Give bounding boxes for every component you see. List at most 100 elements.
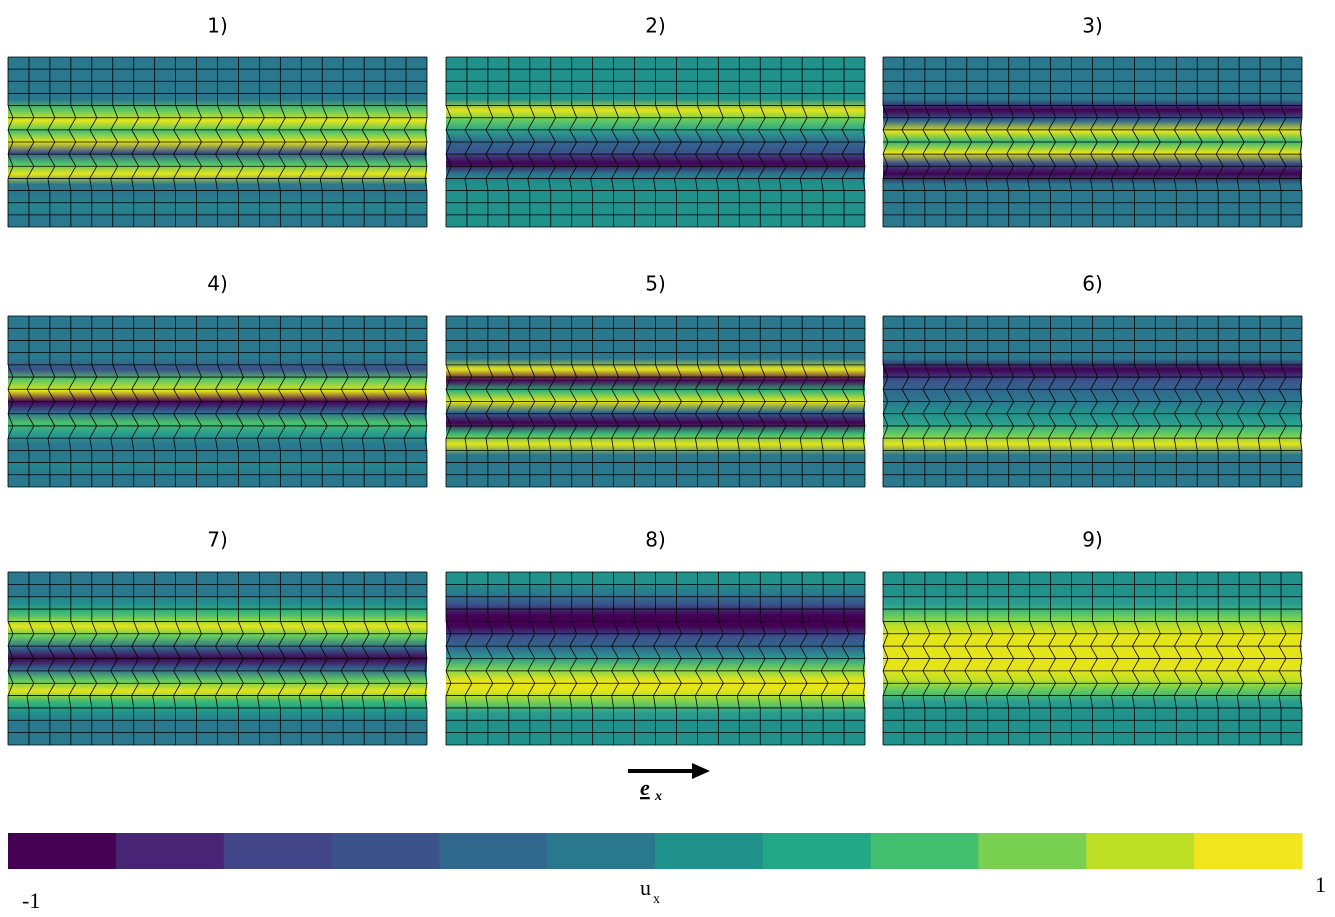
mesh-line xyxy=(506,57,515,227)
colorbar-segment xyxy=(223,833,332,869)
mesh-line xyxy=(298,57,307,227)
mesh-line xyxy=(1131,57,1140,227)
panel-label: 7) xyxy=(207,528,228,552)
mesh-line xyxy=(611,572,620,745)
arrow-label-sub: x xyxy=(654,789,662,804)
mesh-line xyxy=(1027,572,1036,745)
mesh-line xyxy=(882,316,889,487)
colorbar-segment xyxy=(655,833,764,869)
colorbar-min: -1 xyxy=(22,888,40,913)
mesh-line xyxy=(256,316,265,487)
mesh-line xyxy=(778,572,787,745)
mesh-line xyxy=(47,316,56,487)
mesh-line xyxy=(1048,57,1057,227)
mesh-line xyxy=(68,572,77,745)
mesh-line xyxy=(985,57,994,227)
mesh-line xyxy=(26,316,35,487)
mesh-line xyxy=(1048,572,1057,745)
mesh-line xyxy=(590,572,599,745)
mesh-line xyxy=(527,57,536,227)
mesh-line xyxy=(673,57,682,227)
panel-label: 2) xyxy=(645,14,666,38)
mesh-line xyxy=(152,316,161,487)
mesh-line xyxy=(340,316,349,487)
mesh-line xyxy=(1152,57,1161,227)
mesh-line xyxy=(694,57,703,227)
mesh-line xyxy=(215,316,223,487)
mesh-line xyxy=(1173,316,1182,487)
mesh-line xyxy=(319,316,328,487)
mesh-line xyxy=(152,57,161,227)
mesh-line xyxy=(820,316,829,487)
mesh xyxy=(445,571,866,746)
mesh-line xyxy=(694,316,703,487)
mesh-line xyxy=(964,572,973,745)
colorbar-segment xyxy=(870,833,979,869)
mesh-line xyxy=(47,57,56,227)
arrow-head xyxy=(692,763,710,779)
mesh-line xyxy=(799,57,808,227)
mesh-line xyxy=(131,57,140,227)
mesh-line xyxy=(985,316,994,487)
mesh-line xyxy=(1090,316,1098,487)
mesh-line xyxy=(862,316,866,487)
colorbar-segment xyxy=(978,833,1087,869)
mesh-line xyxy=(1173,572,1182,745)
mesh xyxy=(7,56,428,228)
mesh-line xyxy=(1257,316,1266,487)
mesh-line xyxy=(1215,572,1224,745)
mesh-line xyxy=(110,572,119,745)
mesh-line xyxy=(1194,316,1203,487)
colorbar-segment xyxy=(762,833,872,869)
colorbar-label: u xyxy=(640,875,651,900)
mesh-line xyxy=(799,572,808,745)
mesh-line xyxy=(1257,572,1266,745)
mesh-line xyxy=(277,572,286,745)
mesh xyxy=(7,571,428,746)
mesh-line xyxy=(882,572,889,745)
mesh-line xyxy=(382,316,391,487)
mesh-line xyxy=(173,572,182,745)
mesh-line xyxy=(1027,57,1036,227)
mesh-line xyxy=(256,572,265,745)
mesh-line xyxy=(1090,57,1098,227)
mesh-line xyxy=(68,316,77,487)
mesh-line xyxy=(1110,57,1119,227)
mesh-line xyxy=(841,572,850,745)
mesh-line xyxy=(26,57,35,227)
mesh-line xyxy=(1236,57,1245,227)
mesh-line xyxy=(736,572,745,745)
mesh-line xyxy=(901,316,910,487)
mesh-line xyxy=(173,316,182,487)
mesh-line xyxy=(1152,572,1161,745)
mesh-line xyxy=(445,316,452,487)
mesh-line xyxy=(403,57,412,227)
mesh-line xyxy=(548,57,557,227)
mesh-line xyxy=(590,316,599,487)
mesh-line xyxy=(424,57,428,227)
mesh-line xyxy=(1006,316,1015,487)
mesh-line xyxy=(820,57,829,227)
mesh-line xyxy=(235,572,244,745)
mesh-line xyxy=(799,316,808,487)
mesh-line xyxy=(653,572,661,745)
mesh-line xyxy=(611,316,620,487)
mesh-line xyxy=(736,57,745,227)
colorbar-segment xyxy=(439,833,548,869)
mesh-line xyxy=(1173,57,1182,227)
mesh-line xyxy=(319,57,328,227)
mesh-line xyxy=(1048,316,1057,487)
mesh-line xyxy=(340,57,349,227)
mesh-line xyxy=(340,572,349,745)
panel-label: 1) xyxy=(207,14,228,38)
mesh-line xyxy=(1027,316,1036,487)
mesh-line xyxy=(862,57,866,227)
colorbar-segment xyxy=(331,833,440,869)
mesh-line xyxy=(862,572,866,745)
mesh-line xyxy=(47,572,56,745)
mesh-line xyxy=(943,572,952,745)
mesh-line xyxy=(548,316,557,487)
mesh-line xyxy=(7,57,14,227)
mesh-line xyxy=(152,572,161,745)
